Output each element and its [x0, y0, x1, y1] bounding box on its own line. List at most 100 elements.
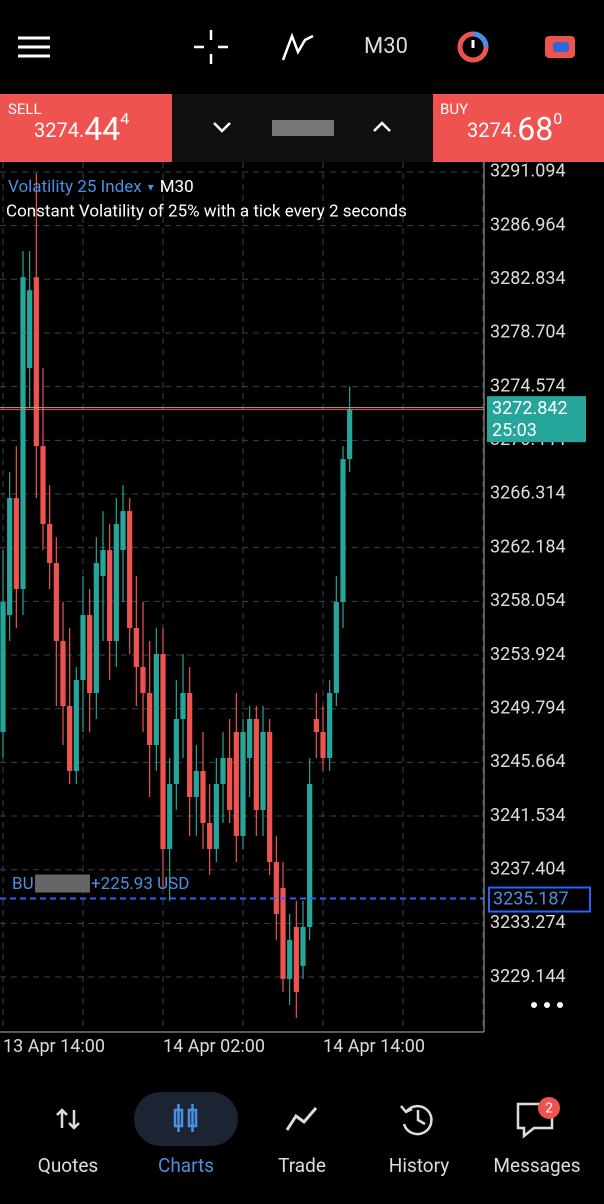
candle-body — [307, 783, 313, 927]
candle-body — [293, 926, 299, 992]
candle-body — [233, 732, 239, 836]
candle-body — [47, 524, 53, 564]
candle-body — [227, 757, 233, 810]
candle-body — [20, 277, 26, 590]
candle-body — [160, 654, 166, 849]
more-button[interactable] — [531, 1002, 563, 1008]
candle-body — [340, 459, 346, 603]
redacted-volume — [272, 120, 334, 136]
x-tick-label: 14 Apr 14:00 — [323, 1036, 425, 1057]
position-type: BU — [12, 874, 34, 894]
y-tick-label: 3253.924 — [490, 644, 566, 665]
sell-button[interactable] — [0, 94, 172, 162]
messages-badge: 2 — [545, 1101, 553, 1117]
volume-down[interactable] — [213, 122, 231, 133]
trade-button[interactable] — [545, 36, 575, 58]
y-tick-label: 3241.534 — [490, 805, 566, 826]
candle-body — [80, 615, 86, 681]
messages-icon: 2 — [516, 1097, 560, 1139]
objects-button[interactable] — [457, 31, 489, 63]
y-tick-label: 3274.574 — [490, 375, 566, 396]
candle-body — [147, 693, 153, 745]
candle-body — [200, 770, 206, 823]
chart: 13 Apr 14:00 14 Apr 02:00 14 Apr 14:00 3291… — [0, 161, 591, 1057]
indicators-button[interactable] — [281, 32, 314, 61]
candle-body — [13, 498, 19, 590]
candle-body — [53, 563, 59, 642]
y-tick-label: 3266.314 — [490, 483, 566, 504]
x-tick-label: 13 Apr 14:00 — [3, 1036, 105, 1057]
candle-body — [7, 498, 13, 616]
candle-body — [107, 550, 113, 642]
y-tick-label: 3258.054 — [490, 590, 566, 611]
candle-body — [40, 446, 46, 525]
position-price-box — [488, 886, 591, 913]
buy-price: 3274.680 — [467, 109, 562, 148]
candle-body — [313, 719, 319, 733]
nav-tab[interactable]: Trade — [278, 1154, 326, 1177]
nav-tab[interactable]: Charts — [158, 1154, 214, 1177]
candle-body — [193, 770, 199, 797]
candle-body — [220, 757, 226, 784]
price-box — [487, 396, 586, 443]
candle-body — [320, 732, 326, 758]
candle-body — [0, 602, 6, 733]
candle-body — [27, 290, 33, 369]
candle-body — [273, 861, 279, 914]
candle-body — [93, 563, 99, 694]
y-tick-label: 3229.144 — [490, 966, 566, 987]
candle-body — [213, 783, 219, 849]
nav-tab[interactable]: Quotes — [38, 1154, 98, 1177]
position-profit: +225.93 USD — [91, 874, 189, 894]
candle-body — [100, 550, 106, 577]
candle-body — [180, 693, 186, 720]
sell-label: SELL — [8, 100, 42, 118]
menu-button[interactable] — [18, 36, 50, 58]
charts-icon — [173, 1104, 198, 1132]
chart-subtitle: Constant Volatility of 25% with a tick e… — [6, 201, 407, 221]
candle-body — [87, 615, 93, 694]
redacted-text — [35, 874, 90, 893]
y-tick-label: 3249.794 — [490, 697, 566, 718]
candle-body — [327, 693, 333, 758]
sell-price: 3274.444 — [34, 109, 129, 148]
trade-icon — [285, 1107, 318, 1131]
candle-body — [113, 524, 119, 642]
y-tick-label: 3245.664 — [490, 751, 566, 772]
buy-button[interactable] — [433, 94, 604, 162]
candle-body — [287, 939, 293, 979]
countdown-label: 25:03 — [492, 420, 537, 441]
y-tick-label: 3233.274 — [490, 912, 566, 933]
position-price-label: 3235.187 — [493, 888, 569, 909]
candle-body — [133, 628, 139, 668]
candle-body — [240, 732, 246, 836]
volume-up[interactable] — [373, 121, 391, 132]
candle-body — [120, 511, 126, 551]
chart-title: Volatility 25 Index ▾ M30 — [8, 177, 194, 197]
crosshair-button[interactable] — [194, 30, 228, 64]
candle-body — [173, 719, 179, 784]
candle-body — [127, 511, 133, 629]
candle-body — [167, 783, 173, 849]
y-tick-label: 3278.704 — [490, 322, 566, 343]
timeframe-button[interactable]: M30 — [364, 34, 408, 59]
y-tick-label: 3291.094 — [490, 161, 566, 182]
y-tick-label: 3237.404 — [490, 858, 566, 879]
nav-tab[interactable]: History — [389, 1154, 449, 1177]
y-tick-label: 3282.834 — [490, 268, 566, 289]
candle-body — [253, 719, 259, 810]
candle-body — [347, 409, 353, 460]
candle-body — [333, 602, 339, 694]
current-price-label: 3272.842 — [492, 398, 568, 419]
candle-body — [153, 654, 159, 745]
buy-label: BUY — [440, 100, 468, 118]
nav-tab[interactable]: Messages — [493, 1154, 580, 1177]
quotes-icon — [56, 1108, 80, 1130]
candle-body — [207, 822, 213, 849]
candle-body — [73, 680, 79, 771]
candle-body — [280, 887, 286, 979]
y-tick-label: 3262.184 — [490, 536, 566, 557]
